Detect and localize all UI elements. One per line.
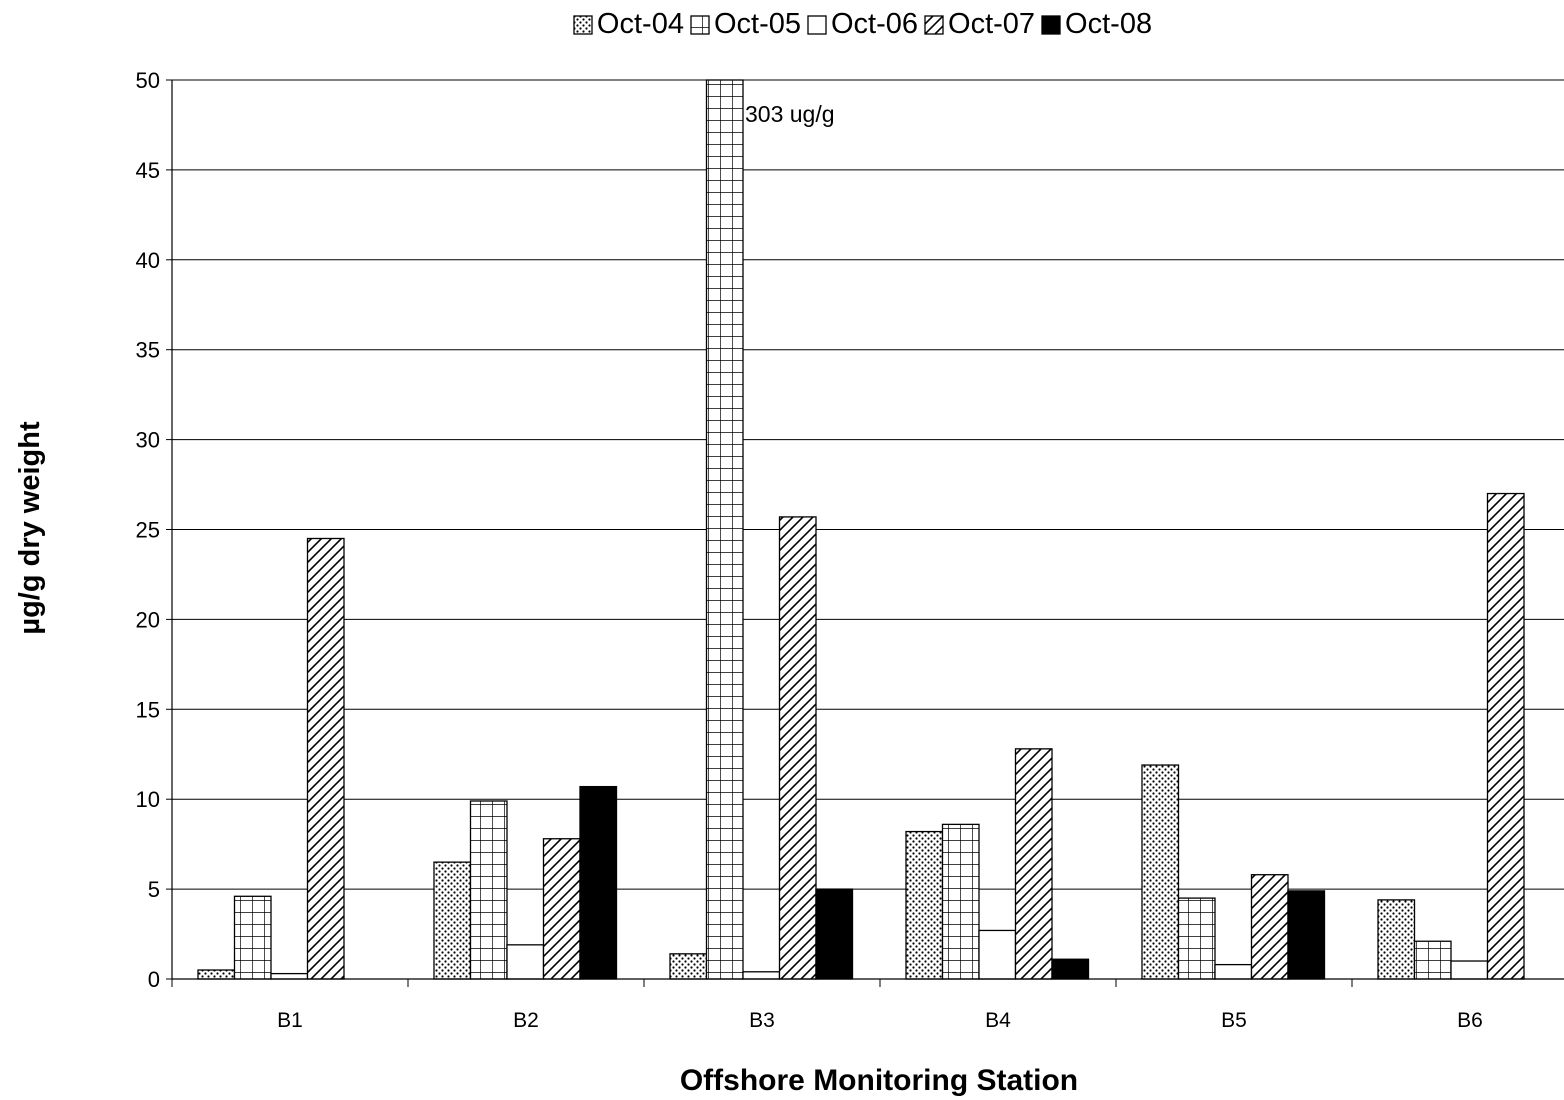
- legend-swatch: [1041, 14, 1061, 35]
- x-axis-title: Offshore Monitoring Station: [679, 1064, 1079, 1097]
- bar-b5-oct-05: [1177, 897, 1216, 980]
- y-tick-label: 5: [148, 877, 160, 902]
- bar-b2-oct-08: [579, 785, 618, 980]
- legend-swatch-rect: [573, 14, 593, 35]
- y-tick-label: 40: [136, 248, 160, 273]
- bar-b5-oct-07: [1250, 874, 1289, 980]
- x-tick-label: B3: [749, 1009, 775, 1032]
- x-tick-label: B4: [985, 1009, 1011, 1032]
- legend-items: Oct-04 Oct-05 Oct-06 Oct-07 Oct-08: [573, 8, 1158, 41]
- legend-swatch: [690, 14, 710, 35]
- bar-b3-oct-05: [705, 79, 744, 980]
- bar-b3-oct-06: [742, 971, 781, 980]
- y-tick-label: 45: [136, 158, 160, 183]
- bar-b1-oct-05: [233, 895, 272, 980]
- bar-b6-oct-06: [1450, 960, 1489, 980]
- bar-b1-oct-06: [270, 972, 309, 980]
- bar-b2-oct-05: [469, 800, 508, 980]
- legend-swatch-rect: [924, 14, 944, 35]
- x-axis-title-wrap: Offshore Monitoring Station: [0, 1064, 1564, 1098]
- bar-b2-oct-04: [433, 861, 472, 980]
- legend-label: Oct-04: [596, 8, 684, 40]
- y-tick-label: 25: [136, 518, 160, 543]
- bar-annotation: 303 ug/g: [745, 101, 835, 127]
- x-tick-label: B5: [1221, 1009, 1247, 1032]
- y-tick-label: 50: [136, 68, 160, 93]
- bar-b3-oct-04: [669, 953, 708, 980]
- y-tick-label: 35: [136, 338, 160, 363]
- legend-item: Oct-04: [573, 8, 684, 41]
- axes: 0 5 10 15 20 25 30 35 40 45 50 B1 B2 B3 B4 B5 B6 303 ug/g: [136, 68, 1564, 1032]
- legend-label: Oct-08: [1065, 8, 1153, 40]
- bar-b2-oct-06: [506, 944, 545, 980]
- bar-b6-oct-07: [1486, 492, 1525, 980]
- legend-label: Oct-07: [948, 8, 1036, 40]
- bar-b5-oct-08: [1287, 890, 1326, 980]
- legend-item: Oct-07: [924, 8, 1035, 41]
- bar-b4-oct-07: [1014, 748, 1053, 980]
- legend-swatch-rect: [1041, 14, 1061, 35]
- y-tick-label: 10: [136, 787, 160, 812]
- legend-swatch: [924, 14, 944, 35]
- legend-swatch: [807, 14, 827, 35]
- bar-b5-oct-04: [1141, 764, 1180, 980]
- y-tick-label: 15: [136, 697, 160, 722]
- gridlines: [172, 79, 1564, 890]
- x-tick-label: B1: [277, 1009, 303, 1032]
- bar-b6-oct-05: [1413, 940, 1452, 980]
- legend-swatch-rect: [690, 14, 710, 35]
- bar-b2-oct-07: [542, 838, 581, 980]
- legend-label: Oct-06: [830, 8, 919, 40]
- bar-b4-oct-04: [905, 830, 944, 980]
- y-tick-label: 20: [136, 607, 160, 632]
- legend-item: Oct-05: [690, 8, 801, 41]
- y-tick-label: 30: [136, 428, 160, 453]
- bar-b5-oct-06: [1214, 963, 1253, 980]
- bar-b1-oct-04: [197, 969, 236, 980]
- y-axis-title: µg/g dry weight: [14, 421, 46, 635]
- bar-b3-oct-07: [778, 516, 817, 980]
- bar-b6-oct-04: [1377, 899, 1416, 980]
- bar-b3-oct-08: [815, 888, 854, 980]
- legend-item: Oct-06: [807, 8, 918, 41]
- bars: [197, 79, 1525, 980]
- legend-label: Oct-05: [713, 8, 801, 40]
- bar-b1-oct-07: [306, 537, 345, 980]
- legend-swatch: [573, 14, 593, 35]
- legend-item: Oct-08: [1041, 8, 1152, 41]
- bar-b4-oct-06: [978, 929, 1017, 980]
- legend-swatch-rect: [807, 14, 827, 35]
- legend: Oct-04 Oct-05 Oct-06 Oct-07 Oct-08: [0, 8, 1564, 43]
- x-tick-label: B6: [1457, 1009, 1483, 1032]
- x-tick-label: B2: [513, 1009, 539, 1032]
- bar-b4-oct-05: [941, 823, 980, 980]
- y-tick-label: 0: [148, 967, 160, 992]
- bar-b4-oct-08: [1051, 958, 1090, 980]
